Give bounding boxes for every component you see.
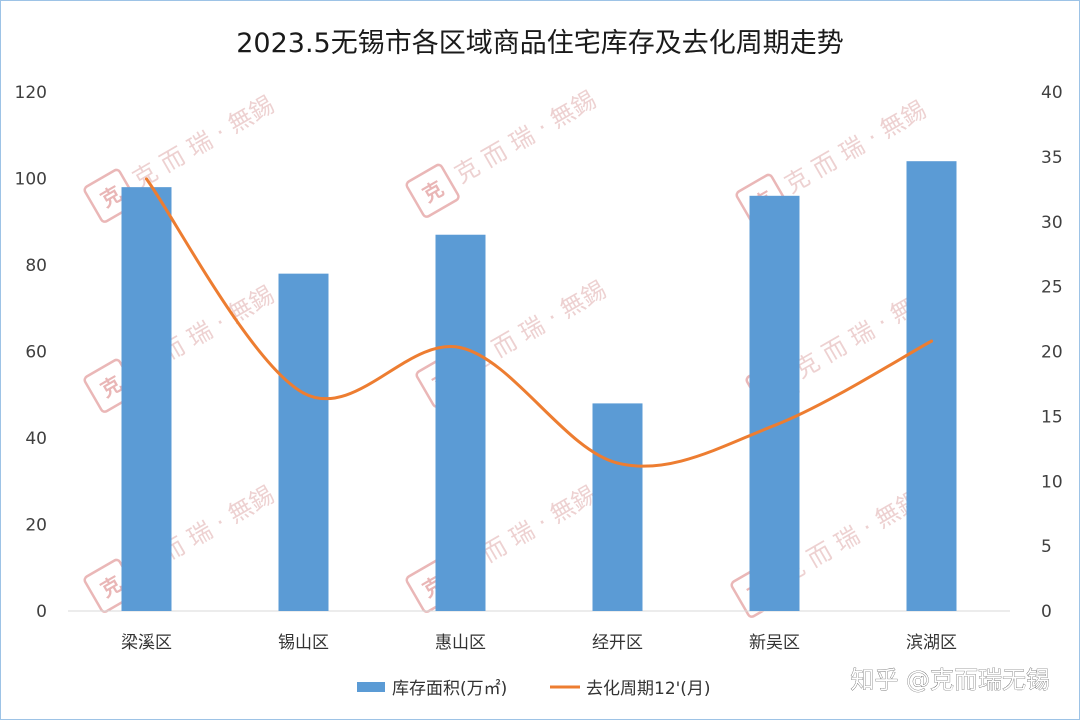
line-point-6 (930, 339, 933, 343)
y-left-tick-label: 60 (25, 343, 47, 363)
watermark-seal-icon (405, 163, 460, 218)
y-right-tick-label: 30 (1041, 213, 1063, 233)
watermark-text: 克 而 瑞 · 無錫 (128, 91, 279, 194)
chart-title: 2023.5无锡市各区域商品住宅库存及去化周期走势 (236, 28, 843, 59)
y-right-tick-label: 5 (1041, 537, 1052, 557)
x-category-label: 滨湖区 (906, 633, 957, 653)
bar-4 (592, 403, 643, 611)
y-left-tick-label: 0 (36, 602, 47, 622)
y-right-tick-label: 35 (1041, 148, 1063, 168)
watermark-seal-text: 克 (418, 176, 447, 207)
bar-3 (435, 234, 486, 611)
bar-1 (121, 187, 172, 611)
y-axis-left: 0 20 40 60 80 100 120 (15, 83, 47, 622)
legend-bar-swatch (357, 682, 385, 692)
line-series (145, 177, 933, 468)
y-left-tick-label: 100 (15, 170, 47, 190)
x-category-label: 锡山区 (278, 633, 329, 653)
y-left-tick-label: 20 (25, 516, 47, 536)
line-point-5 (773, 423, 776, 427)
watermark: 克克 而 瑞 · 無錫 (405, 86, 601, 218)
watermark: 克克 而 瑞 · 無錫 (83, 481, 279, 613)
y-right-tick-label: 20 (1041, 343, 1063, 363)
y-axis-right: 0 5 10 15 20 25 30 35 40 (1041, 83, 1063, 622)
y-right-tick-label: 10 (1041, 472, 1063, 492)
legend: 库存面积(万㎡) 去化周期12'(月) (357, 679, 711, 699)
bar-2 (278, 273, 329, 611)
watermark-seal-text: 克 (96, 181, 125, 212)
x-category-label: 梁溪区 (121, 633, 172, 653)
legend-bar-label: 库存面积(万㎡) (392, 679, 507, 699)
line-point-1 (145, 177, 148, 181)
watermark-seal-icon (83, 168, 138, 223)
y-right-tick-label: 25 (1041, 278, 1063, 298)
attribution-watermark: 知乎 @克而瑞无锡 (850, 666, 1050, 694)
watermark: 克克 而 瑞 · 無錫 (405, 481, 601, 613)
x-category-label: 经开区 (592, 633, 643, 653)
watermark-seal-text: 克 (96, 371, 125, 402)
watermark: 克克 而 瑞 · 無錫 (83, 91, 279, 223)
y-left-tick-label: 80 (25, 256, 47, 276)
watermark-seal-text: 克 (96, 571, 125, 602)
legend-line-label: 去化周期12'(月) (586, 679, 711, 699)
line-point-4 (616, 461, 619, 465)
x-axis-categories: 梁溪区 锡山区 惠山区 经开区 新吴区 滨湖区 (121, 633, 957, 653)
bar-6 (906, 161, 957, 611)
y-left-tick-label: 40 (25, 429, 47, 449)
y-right-tick-label: 40 (1041, 83, 1063, 103)
bar-series (121, 161, 957, 612)
line-point-2 (302, 391, 305, 395)
bar-5 (749, 195, 800, 612)
x-category-label: 新吴区 (749, 633, 800, 653)
x-category-label: 惠山区 (435, 633, 486, 653)
y-right-tick-label: 0 (1041, 602, 1052, 622)
y-right-tick-label: 15 (1041, 407, 1063, 427)
y-left-tick-label: 120 (15, 83, 47, 103)
series-line (145, 177, 933, 468)
watermark-text: 克 而 瑞 · 無錫 (450, 86, 601, 189)
line-point-3 (459, 346, 462, 350)
